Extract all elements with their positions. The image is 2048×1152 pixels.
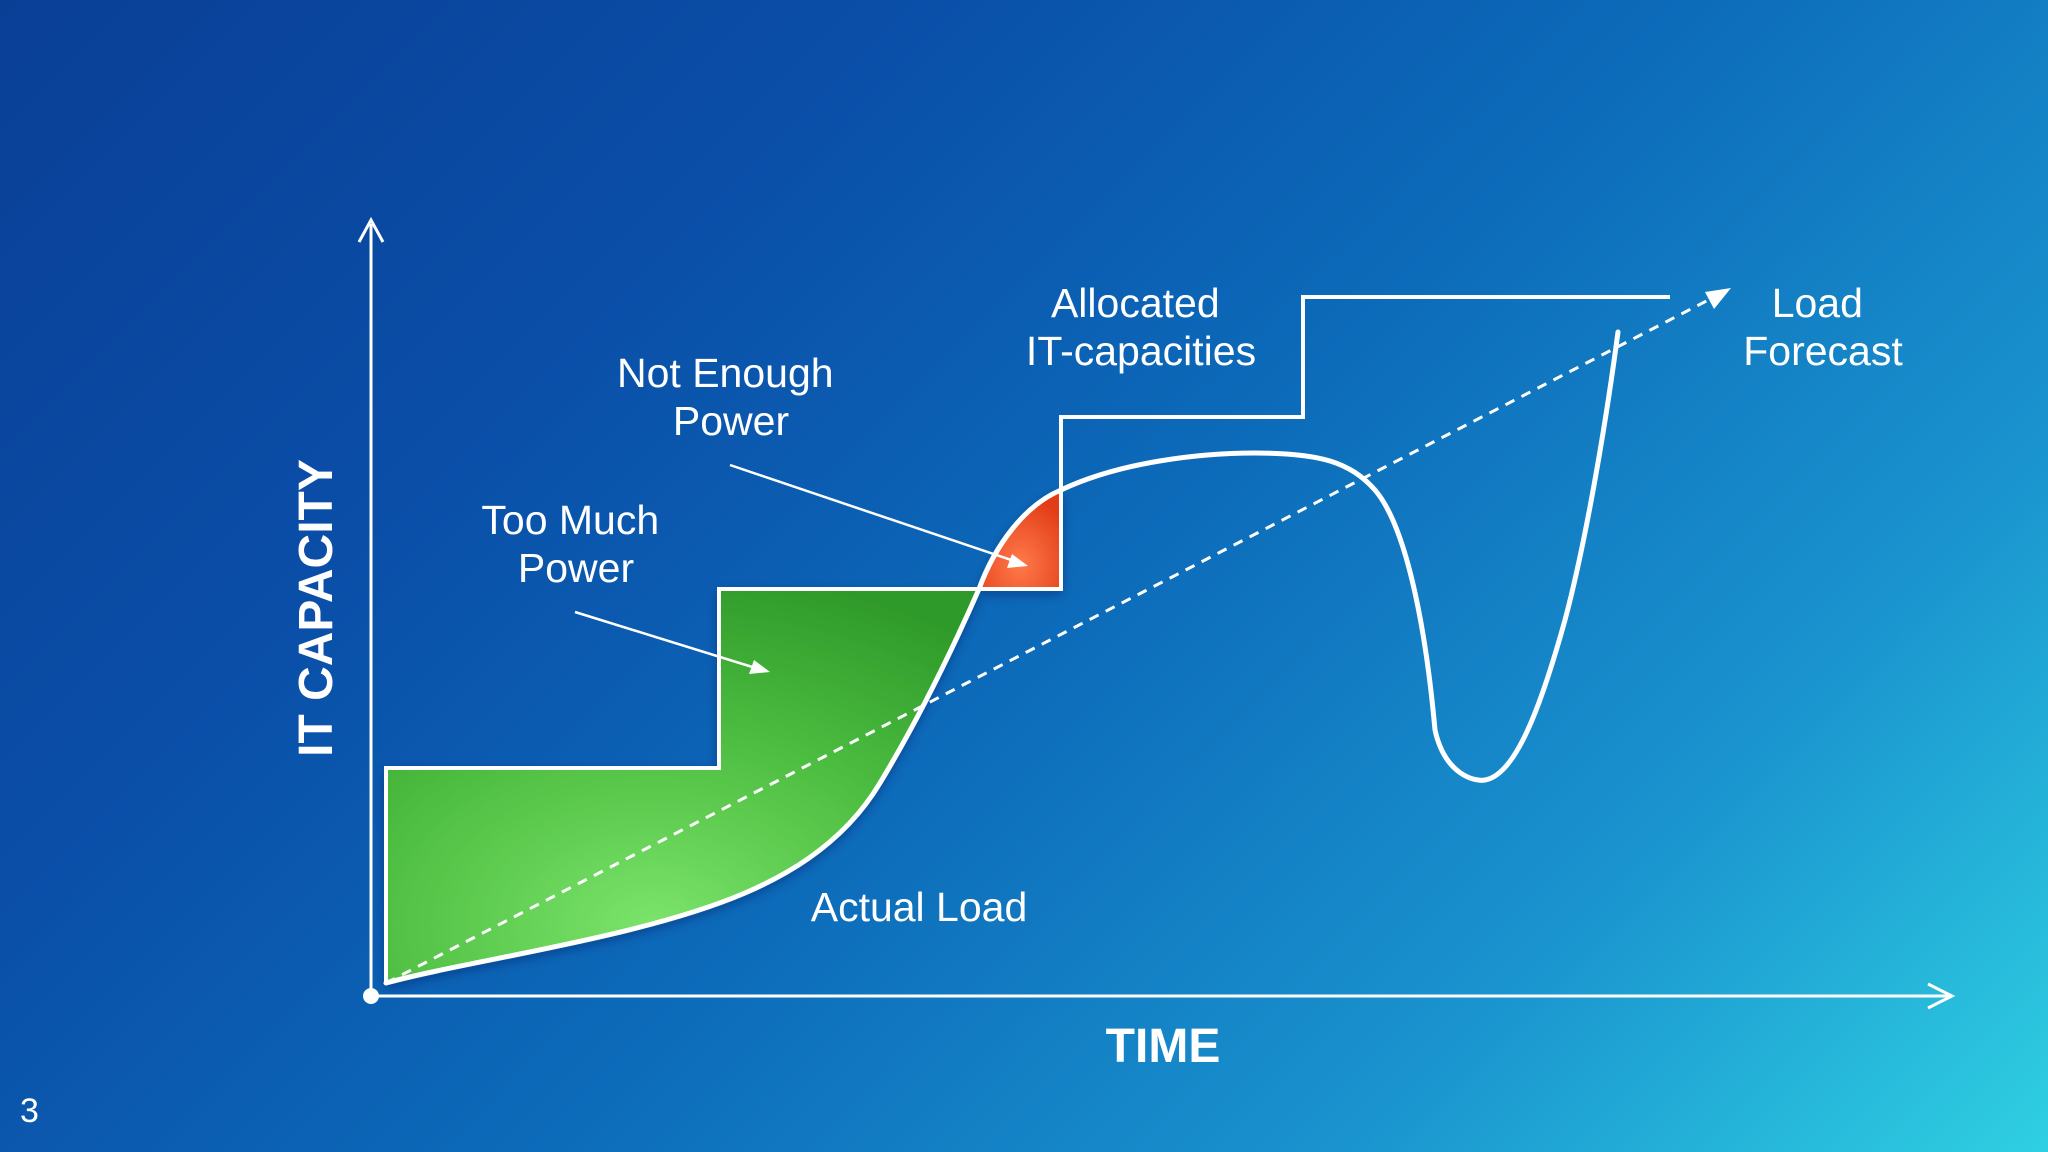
allocated-capacities-line-2: IT-capacities xyxy=(1026,328,1256,374)
load-forecast-label: Load Forecast xyxy=(1743,280,1903,374)
too-much-power-pointer xyxy=(574,610,763,672)
load-forecast-line-1: Load xyxy=(1772,280,1863,326)
load-forecast-line xyxy=(385,292,1721,985)
not-enough-power-line-1: Not Enough xyxy=(617,350,834,396)
actual-load-label: Actual Load xyxy=(811,884,1028,930)
y-axis-arrowhead xyxy=(357,216,385,243)
y-axis-label: IT CAPACITY xyxy=(290,459,343,757)
origin-dot xyxy=(363,988,379,1004)
surplus-area xyxy=(386,589,979,983)
load-forecast-line-2: Forecast xyxy=(1743,328,1903,374)
allocated-capacity-line xyxy=(384,295,1670,983)
not-enough-power-arrowhead xyxy=(1007,554,1028,568)
too-much-power-line-2: Power xyxy=(518,545,634,591)
not-enough-power-pointer xyxy=(729,463,1021,565)
slide-number: 3 xyxy=(20,1092,39,1130)
deficit-area xyxy=(979,490,1061,589)
allocated-capacities-line-1: Allocated xyxy=(1051,280,1220,326)
not-enough-power-line-2: Power xyxy=(673,398,789,444)
x-axis-arrowhead xyxy=(1927,982,1956,1010)
x-axis-label: TIME xyxy=(1106,1020,1221,1073)
too-much-power-label: Too Much Power xyxy=(481,497,670,591)
too-much-power-line-1: Too Much xyxy=(481,497,659,543)
too-much-power-arrowhead xyxy=(749,660,770,674)
actual-load-curve xyxy=(383,329,1621,986)
load-forecast-arrowhead xyxy=(1705,288,1731,309)
not-enough-power-label: Not Enough Power xyxy=(617,350,845,444)
allocated-capacities-label: Allocated IT-capacities xyxy=(1026,280,1256,374)
